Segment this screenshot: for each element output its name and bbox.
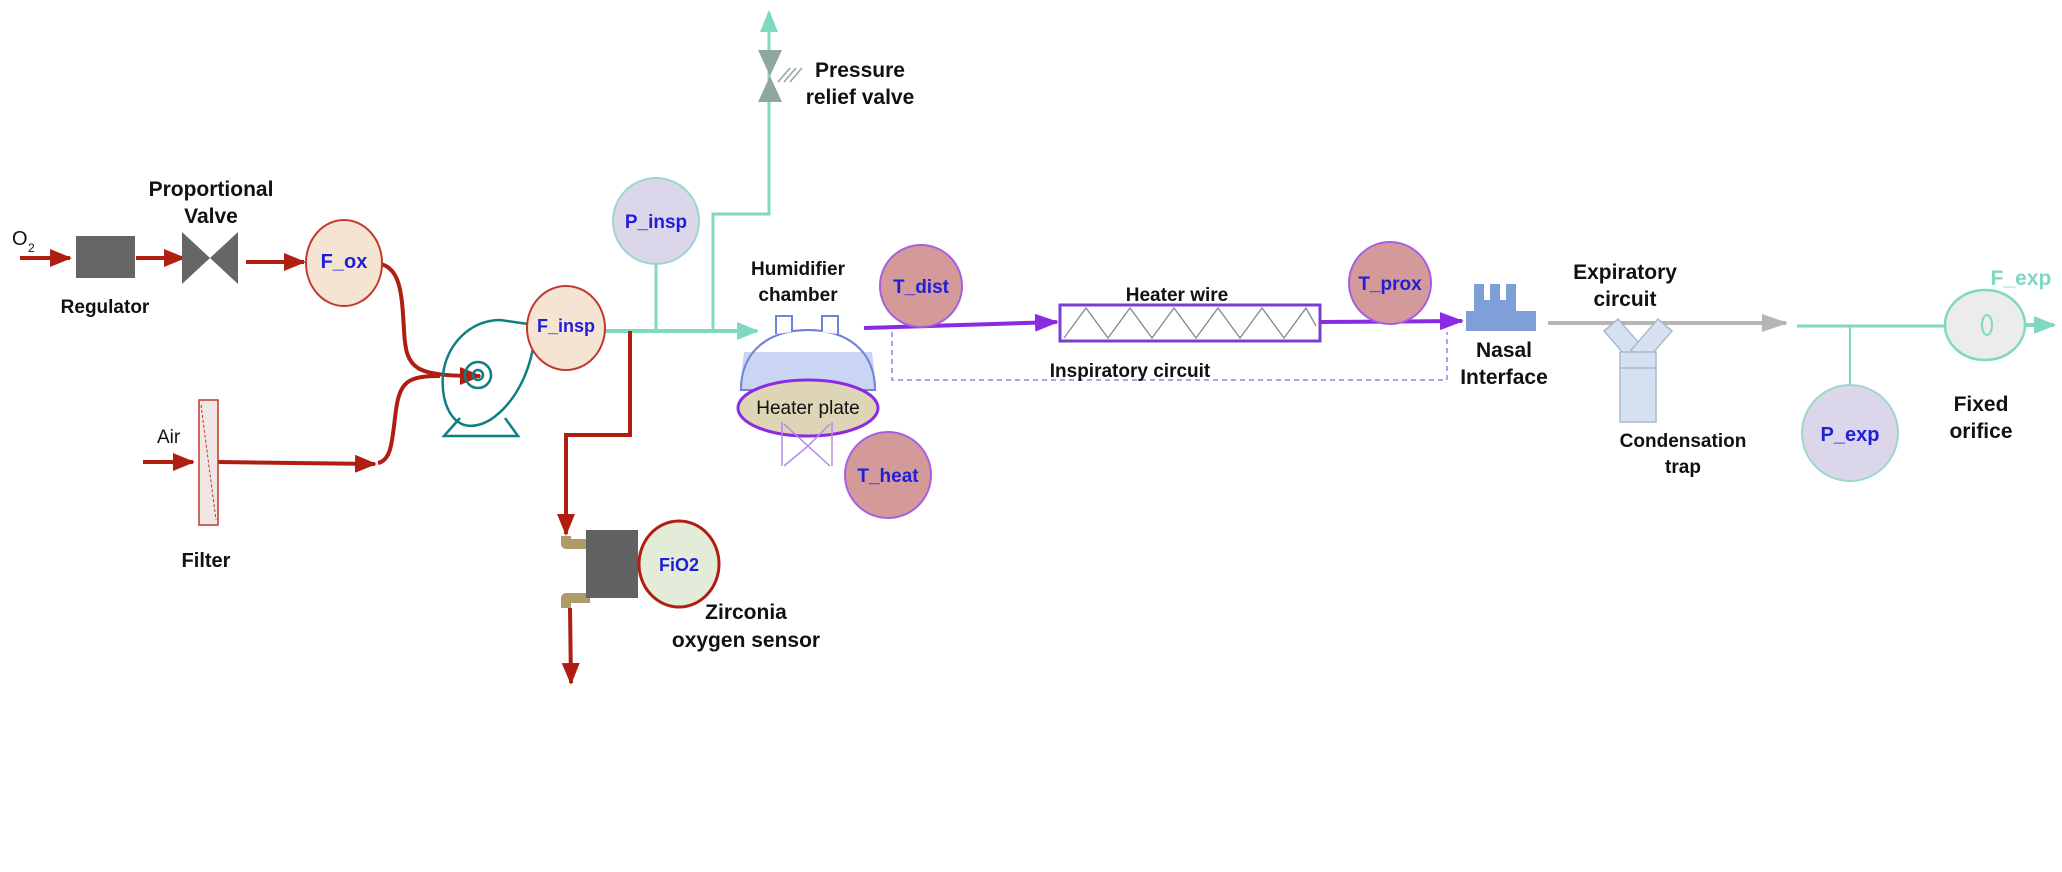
t-prox-label: T_prox <box>1358 274 1422 295</box>
humidifier-chamber <box>739 315 877 391</box>
main-air-path <box>605 10 778 340</box>
air-input-line <box>143 374 441 473</box>
t-heat-sensor <box>844 431 932 519</box>
proportional-valve-label-line2: Valve <box>184 205 238 228</box>
fixed-orifice-label-line1: Fixed <box>1954 393 2009 416</box>
oxygen-input-line <box>20 249 482 385</box>
humidifier-label-line1: Humidifier <box>751 259 846 280</box>
blower <box>441 318 537 438</box>
o2-label: O <box>12 228 28 250</box>
p-insp-sensor <box>612 177 700 265</box>
pressure-relief-label-line2: relief valve <box>806 86 915 109</box>
nasal-label-line2: Interface <box>1460 366 1548 389</box>
f-exp-label: F_exp <box>1991 267 2052 290</box>
inspiratory-circuit-label: Inspiratory circuit <box>1050 361 1211 382</box>
regulator-label: Regulator <box>61 297 150 318</box>
fio2-sensor <box>637 519 721 609</box>
nasal-label-line1: Nasal <box>1476 339 1532 362</box>
proportional-valve-label-line1: Proportional <box>149 178 274 201</box>
filter <box>198 399 219 526</box>
zirconia-label-line1: Zirconia <box>705 601 787 624</box>
p-exp-label: P_exp <box>1821 424 1880 446</box>
heater-wire-label: Heater wire <box>1126 285 1228 306</box>
heater-plate-stand <box>781 422 833 467</box>
t-prox-sensor <box>1348 241 1432 325</box>
expiratory-label-line2: circuit <box>1593 288 1656 311</box>
humidifier-label-line2: chamber <box>758 285 838 306</box>
condensation-label-line2: trap <box>1665 457 1701 478</box>
fixed-orifice-label-line2: orifice <box>1949 420 2012 443</box>
zirconia-label-line2: oxygen sensor <box>672 629 820 652</box>
heater-plate <box>736 378 880 438</box>
t-dist-label: T_dist <box>893 277 950 298</box>
regulator <box>76 236 135 278</box>
nasal-interface <box>1466 284 1536 331</box>
expiratory-label-line1: Expiratory <box>1573 261 1677 284</box>
air-label: Air <box>157 427 181 448</box>
p-insp-label: P_insp <box>625 212 687 233</box>
pressure-relief-valve <box>758 50 803 102</box>
f-ox-label: F_ox <box>321 251 368 273</box>
o2-subscript: 2 <box>28 241 35 255</box>
t-dist-sensor <box>879 244 963 328</box>
p-exp-sensor <box>1801 384 1899 482</box>
t-heat-label: T_heat <box>857 466 919 487</box>
proportional-valve <box>182 232 238 284</box>
condensation-trap <box>1602 317 1674 423</box>
zirconia-oxygen-sensor <box>561 530 638 608</box>
heater-wire <box>1058 303 1322 343</box>
condensation-label-line1: Condensation <box>1620 431 1747 452</box>
fixed-orifice <box>1943 288 2027 362</box>
filter-label: Filter <box>182 550 231 572</box>
f-ox-sensor <box>305 219 383 307</box>
oxygen-sample-line <box>557 331 632 685</box>
fio2-label: FiO2 <box>659 555 699 575</box>
f-insp-label: F_insp <box>537 316 595 336</box>
f-insp-sensor <box>526 285 606 371</box>
heater-plate-label: Heater plate <box>756 398 860 419</box>
pressure-relief-label-line1: Pressure <box>815 59 905 82</box>
